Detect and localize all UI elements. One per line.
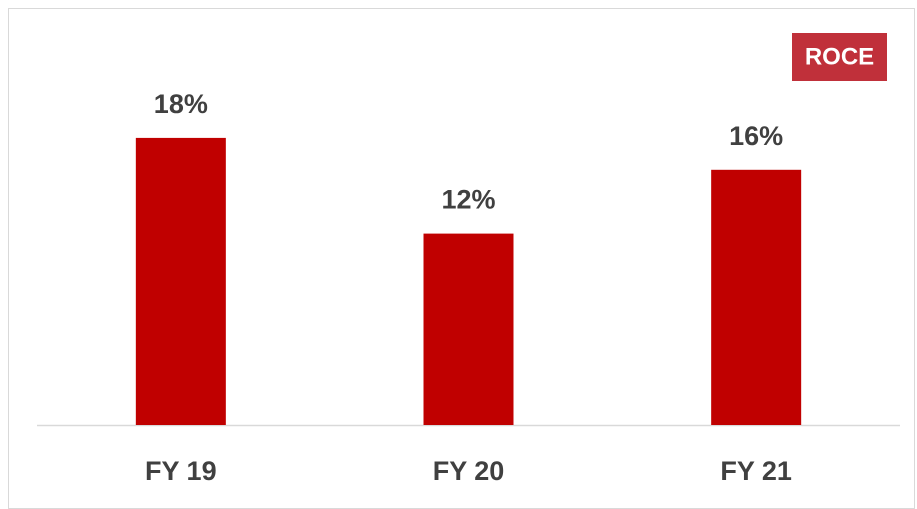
x-tick-label: FY 20 <box>433 456 505 486</box>
chart-title: ROCE <box>805 43 874 70</box>
x-tick-label: FY 19 <box>145 456 217 486</box>
value-label: 16% <box>729 121 783 151</box>
bar <box>711 169 802 425</box>
bar <box>135 137 226 425</box>
x-tick-label: FY 21 <box>720 456 792 486</box>
title-badge <box>792 33 887 81</box>
value-label: 12% <box>441 185 495 215</box>
value-label: 18% <box>154 89 208 119</box>
bar <box>423 233 514 425</box>
